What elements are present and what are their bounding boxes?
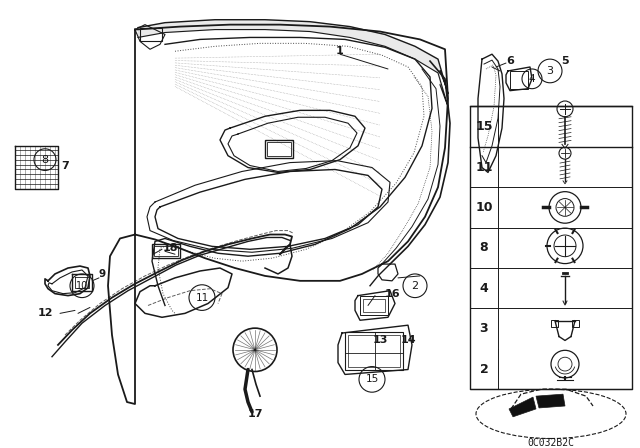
Text: 15: 15 (476, 120, 493, 133)
Text: 12: 12 (37, 308, 52, 319)
Text: 16: 16 (384, 289, 400, 299)
Text: 0C032B2C: 0C032B2C (527, 439, 575, 448)
Text: 2: 2 (412, 281, 419, 291)
Bar (510, 71, 528, 89)
Bar (470, 107, 632, 389)
Text: 18: 18 (163, 243, 178, 253)
Text: 2: 2 (479, 362, 488, 375)
Text: 5: 5 (561, 56, 569, 66)
Text: 17: 17 (247, 409, 263, 419)
Text: 1: 1 (336, 46, 344, 56)
Bar (140, 28, 162, 41)
Bar (267, 142, 291, 156)
Polygon shape (138, 20, 448, 107)
Text: 8: 8 (42, 155, 49, 164)
Text: 9: 9 (99, 269, 106, 279)
Text: 11: 11 (476, 160, 493, 173)
Text: 14: 14 (400, 335, 416, 345)
Polygon shape (509, 397, 536, 417)
Bar (345, 332, 403, 370)
Text: 10: 10 (476, 201, 493, 214)
Text: 10: 10 (76, 281, 88, 291)
Bar (572, 320, 579, 327)
Text: 3: 3 (547, 66, 554, 76)
Bar (154, 246, 178, 256)
Text: 7: 7 (61, 160, 69, 171)
Text: 15: 15 (365, 375, 379, 384)
Text: 4: 4 (479, 282, 488, 295)
Bar (152, 244, 180, 258)
Text: 4: 4 (529, 74, 535, 84)
Text: 3: 3 (480, 322, 488, 335)
Bar (265, 140, 293, 158)
Bar (348, 335, 400, 366)
Polygon shape (536, 394, 565, 408)
Bar (363, 298, 385, 312)
Text: 6: 6 (506, 56, 514, 66)
Bar (360, 296, 388, 315)
Text: 8: 8 (480, 241, 488, 254)
Text: 13: 13 (372, 335, 388, 345)
Bar (551, 320, 558, 327)
Text: 11: 11 (195, 293, 209, 302)
